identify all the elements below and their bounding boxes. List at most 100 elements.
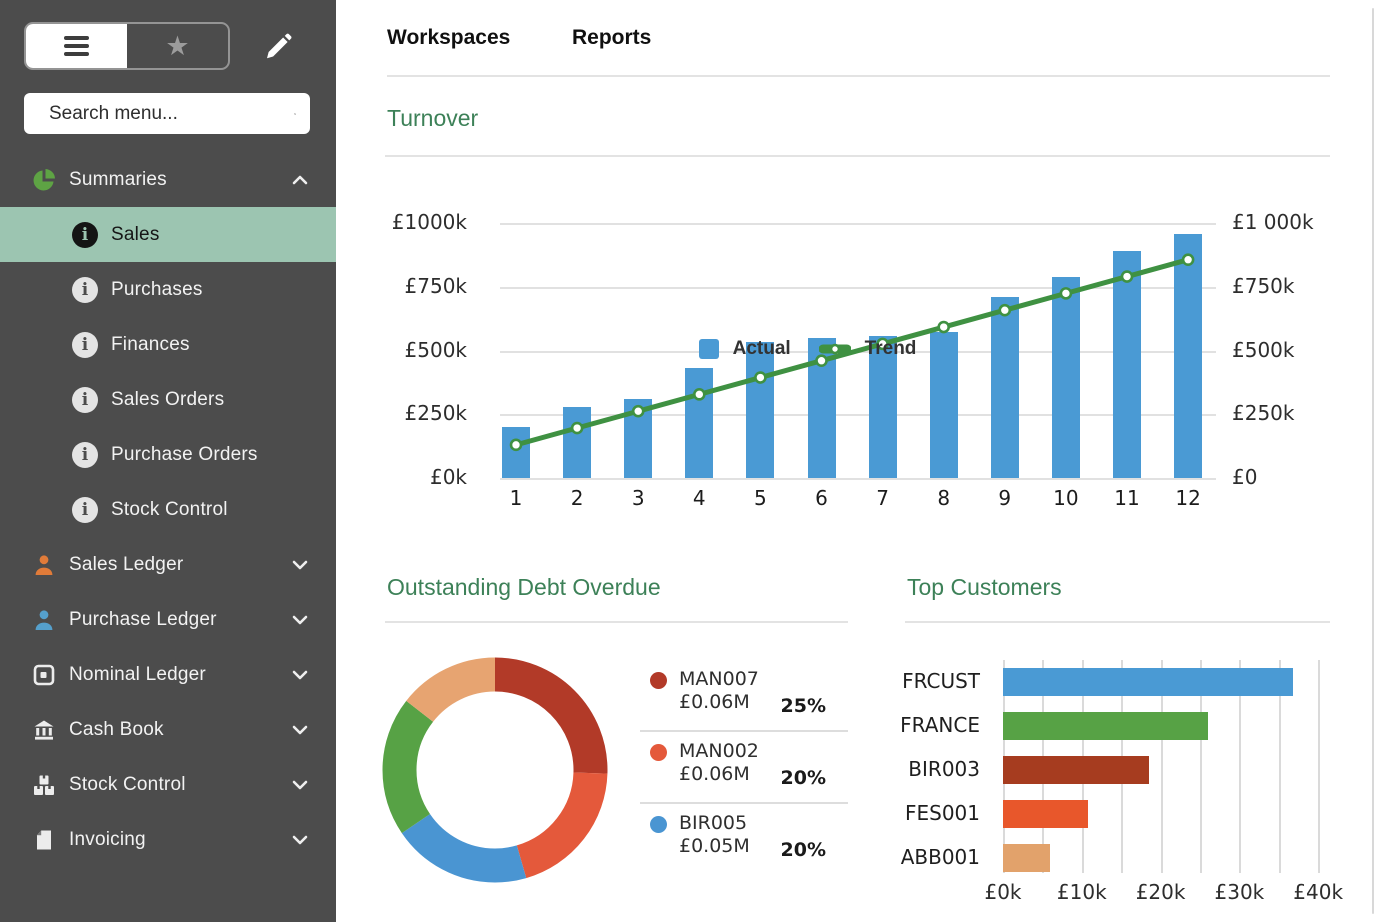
y-axis-label-left: £750k xyxy=(404,273,467,298)
customer-bar[interactable] xyxy=(1003,844,1051,872)
chevron-down-icon xyxy=(288,828,312,852)
customer-code: MAN007 xyxy=(679,668,759,690)
turnover-legend: Actual Trend xyxy=(336,338,1279,360)
x-axis-label: 4 xyxy=(692,486,706,510)
trend-point[interactable] xyxy=(1181,253,1195,267)
trend-point[interactable] xyxy=(937,320,951,334)
debt-legend-item[interactable]: MAN002 £0.06M 20% xyxy=(640,730,848,802)
actual-legend-label[interactable]: Actual xyxy=(732,338,791,359)
trend-point[interactable] xyxy=(509,438,523,452)
debt-amount: £0.05M xyxy=(679,835,750,857)
sidebar-item-label: Summaries xyxy=(69,168,167,190)
sidebar-item-sales-orders[interactable]: i Sales Orders xyxy=(0,372,336,427)
gridline xyxy=(1278,660,1281,873)
sidebar-item-stock-control[interactable]: Stock Control xyxy=(0,757,336,812)
sidebar-item-label: Sales Ledger xyxy=(69,553,184,575)
donut-slice[interactable] xyxy=(382,657,608,883)
donut-slice[interactable] xyxy=(382,657,608,883)
debt-percent: 20% xyxy=(780,839,826,861)
legend-dot xyxy=(650,744,667,761)
customer-label: FRCUST xyxy=(902,669,980,693)
trend-point[interactable] xyxy=(631,404,645,418)
trend-point[interactable] xyxy=(876,337,889,351)
x-axis-label: 1 xyxy=(509,486,523,510)
customer-bar[interactable] xyxy=(1003,800,1089,828)
customer-bar[interactable] xyxy=(1003,756,1149,784)
sidebar-view-toggle: ★ xyxy=(24,22,230,70)
turnover-divider xyxy=(385,155,1330,157)
trend-point[interactable] xyxy=(692,388,706,401)
x-axis-label: £30k xyxy=(1214,880,1265,904)
sidebar-item-finances[interactable]: i Finances xyxy=(0,317,336,372)
sidebar-item-label: Cash Book xyxy=(69,718,164,740)
turnover-bar[interactable] xyxy=(929,332,958,478)
debt-legend-item[interactable]: MAN007 £0.06M 25% xyxy=(640,660,848,730)
info-icon: i xyxy=(72,276,98,303)
x-axis-label: £20k xyxy=(1135,880,1186,904)
customer-label: ABB001 xyxy=(900,845,980,869)
trend-legend-marker xyxy=(818,340,851,358)
x-axis-label: 5 xyxy=(754,486,767,510)
y-axis-label-right: £750k xyxy=(1232,273,1295,298)
debt-legend-item[interactable]: BIR005 £0.05M 20% xyxy=(640,802,848,874)
trend-point[interactable] xyxy=(754,371,767,384)
turnover-bar[interactable] xyxy=(868,335,897,478)
turnover-bar[interactable] xyxy=(502,427,530,478)
turnover-bar[interactable] xyxy=(563,406,592,478)
debt-amount: £0.06M xyxy=(679,763,750,785)
search-input[interactable] xyxy=(49,102,294,125)
turnover-bar[interactable] xyxy=(1051,276,1080,478)
person-icon xyxy=(32,608,56,632)
menu-view-button[interactable] xyxy=(26,24,127,68)
document-icon xyxy=(32,828,56,852)
info-icon: i xyxy=(72,496,98,523)
sidebar-item-summaries[interactable]: Summaries xyxy=(0,152,336,207)
turnover-bar[interactable] xyxy=(746,341,775,478)
customer-bar[interactable] xyxy=(1003,712,1208,740)
sidebar-item-sales-ledger[interactable]: Sales Ledger xyxy=(0,537,336,592)
debt-donut-chart[interactable] xyxy=(382,657,608,883)
trend-point[interactable] xyxy=(1120,270,1134,283)
tab-reports[interactable]: Reports xyxy=(572,26,652,49)
y-axis-label-right: £500k xyxy=(1232,337,1295,362)
y-axis-label-left: £500k xyxy=(404,337,467,362)
customer-label: FRANCE xyxy=(900,713,980,737)
turnover-bar[interactable] xyxy=(1174,234,1203,478)
tab-workspaces[interactable]: Workspaces xyxy=(387,26,511,49)
actual-legend-swatch xyxy=(698,339,719,359)
favorites-view-button[interactable]: ★ xyxy=(127,24,228,68)
edit-menu-button[interactable] xyxy=(258,27,298,67)
sidebar-item-label: Purchases xyxy=(111,278,203,300)
sidebar-item-purchases[interactable]: i Purchases xyxy=(0,262,336,317)
turnover-bar[interactable] xyxy=(685,368,714,478)
sidebar-item-stock-control-summary[interactable]: i Stock Control xyxy=(0,482,336,537)
trend-point[interactable] xyxy=(1059,287,1073,300)
trend-point[interactable] xyxy=(815,354,828,367)
trend-point[interactable] xyxy=(998,303,1012,317)
sidebar-item-purchase-orders[interactable]: i Purchase Orders xyxy=(0,427,336,482)
turnover-bar[interactable] xyxy=(990,297,1019,478)
donut-slice[interactable] xyxy=(382,657,608,883)
sidebar-item-label: Finances xyxy=(111,333,190,355)
turnover-chart: £0k £0 £250k £250k £500k £500k £750k £750k £1000… xyxy=(336,190,1377,570)
sidebar-item-cash-book[interactable]: Cash Book xyxy=(0,702,336,757)
y-axis-label-right: £1 000k xyxy=(1232,210,1314,234)
sidebar-item-invoicing[interactable]: Invoicing xyxy=(0,812,336,867)
sidebar-item-nominal-ledger[interactable]: Nominal Ledger xyxy=(0,647,336,702)
customer-bar[interactable] xyxy=(1003,668,1293,696)
debt-percent: 25% xyxy=(780,695,826,717)
turnover-bar[interactable] xyxy=(1113,251,1141,478)
sidebar-item-sales[interactable]: i Sales xyxy=(0,207,336,262)
trend-legend-label[interactable]: Trend xyxy=(864,338,917,359)
x-axis-label: 3 xyxy=(631,486,645,510)
sidebar-item-purchase-ledger[interactable]: Purchase Ledger xyxy=(0,592,336,647)
search-icon[interactable] xyxy=(294,101,296,127)
info-icon: i xyxy=(72,386,98,413)
info-icon: i xyxy=(72,221,98,248)
sidebar-item-label: Sales xyxy=(111,223,160,245)
x-axis-label: 11 xyxy=(1114,486,1140,510)
turnover-title: Turnover xyxy=(387,105,479,131)
x-axis-label: 12 xyxy=(1175,486,1201,510)
sidebar: ★ Summar xyxy=(0,0,336,922)
trend-point[interactable] xyxy=(570,421,584,435)
